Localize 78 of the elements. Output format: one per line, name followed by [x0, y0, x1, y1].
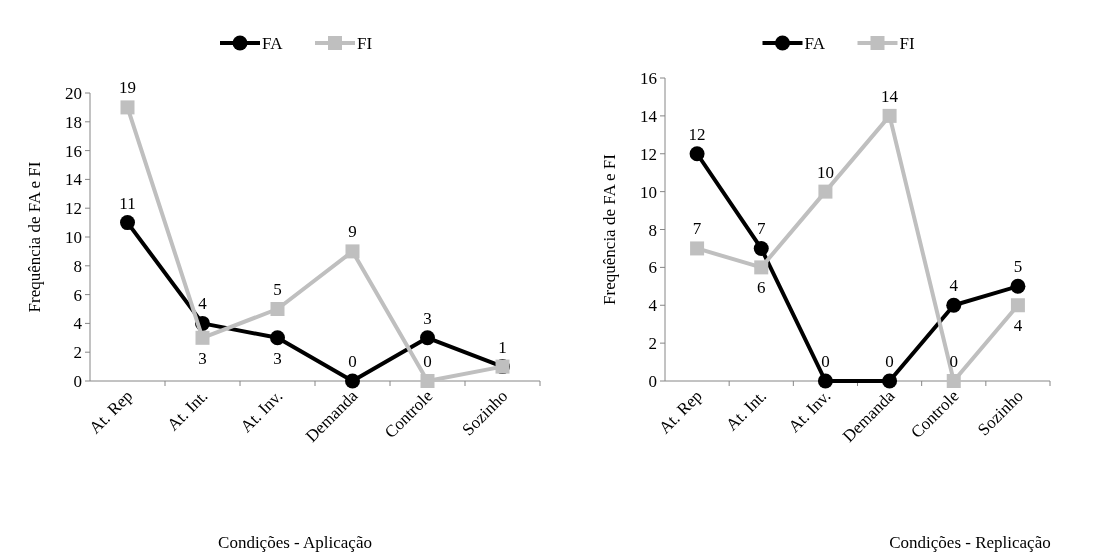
point — [120, 100, 135, 115]
point — [946, 297, 962, 313]
y-tick-label: 10 — [640, 182, 657, 202]
data-label: 3 — [273, 348, 282, 368]
point — [882, 108, 897, 123]
y-tick-label: 4 — [648, 296, 658, 316]
y-tick-label: 14 — [640, 106, 658, 126]
legend-label: FA — [262, 34, 284, 53]
data-label: 4 — [949, 276, 959, 296]
y-tick-label: 16 — [640, 69, 657, 88]
y-tick-label: 2 — [648, 334, 657, 354]
x-tick-label: At. Inv. — [236, 386, 287, 437]
data-label: 10 — [816, 162, 834, 182]
data-label: 11 — [119, 193, 136, 213]
y-tick-label: 2 — [73, 343, 82, 363]
point — [420, 330, 435, 346]
legend-label: FA — [804, 34, 826, 53]
data-label: 0 — [423, 352, 432, 371]
point — [345, 244, 360, 259]
data-label: 7 — [757, 219, 766, 239]
point — [120, 215, 135, 231]
data-label: 0 — [949, 352, 958, 371]
x-tick-label: At. Rep — [655, 386, 706, 438]
data-label: 4 — [1013, 316, 1023, 336]
point — [946, 374, 961, 388]
x-axis-title: Condições - Aplicação — [218, 533, 372, 552]
point — [689, 146, 705, 162]
point — [270, 302, 285, 316]
data-label: 0 — [348, 352, 357, 371]
y-tick-label: 20 — [65, 84, 82, 103]
point — [817, 373, 833, 389]
point — [882, 373, 898, 389]
point — [754, 260, 769, 275]
y-axis-title: Frequência de FA e FI — [600, 153, 619, 305]
point — [1010, 298, 1025, 313]
y-axis-title: Frequência de FA e FI — [25, 161, 44, 313]
data-label: 1 — [498, 337, 507, 357]
y-tick-label: 12 — [65, 199, 82, 219]
data-label: 14 — [881, 86, 899, 106]
data-label: 19 — [119, 78, 136, 98]
x-tick-label: At. Inv. — [784, 386, 835, 437]
x-tick-label: At. Rep — [85, 386, 137, 438]
y-tick-label: 6 — [73, 285, 82, 305]
point — [753, 240, 769, 256]
data-label: 0 — [885, 352, 894, 371]
point — [345, 373, 360, 389]
y-tick-label: 18 — [65, 112, 82, 132]
y-tick-label: 10 — [65, 228, 82, 247]
data-label: 12 — [688, 124, 706, 144]
data-label: 5 — [1013, 257, 1023, 277]
y-tick-label: 14 — [65, 170, 83, 190]
legend-label: FI — [357, 34, 373, 53]
y-tick-label: 12 — [640, 144, 657, 164]
data-label: 3 — [423, 308, 432, 328]
y-tick-label: 8 — [73, 256, 82, 276]
point — [1010, 278, 1026, 294]
y-tick-label: 4 — [73, 314, 83, 334]
y-tick-label: 6 — [648, 258, 657, 278]
x-tick-label: At. Int. — [722, 386, 771, 435]
y-tick-label: 0 — [648, 372, 657, 391]
y-tick-label: 0 — [73, 372, 82, 391]
legend-label: FI — [899, 34, 915, 53]
point — [195, 330, 210, 345]
data-label: 6 — [757, 278, 766, 298]
x-tick-label: At. Int. — [163, 386, 212, 435]
y-tick-label: 8 — [648, 220, 657, 240]
point — [690, 241, 705, 256]
data-label: 7 — [692, 219, 702, 239]
x-axis-title: Condições - Replicação — [889, 533, 1051, 552]
point — [270, 330, 285, 346]
data-label: 0 — [821, 352, 830, 371]
data-label: 5 — [273, 280, 282, 299]
point — [420, 374, 435, 388]
data-label: 3 — [198, 348, 207, 368]
data-label: 4 — [198, 294, 208, 314]
point — [818, 184, 833, 199]
y-tick-label: 16 — [65, 141, 82, 161]
data-label: 9 — [348, 222, 357, 242]
